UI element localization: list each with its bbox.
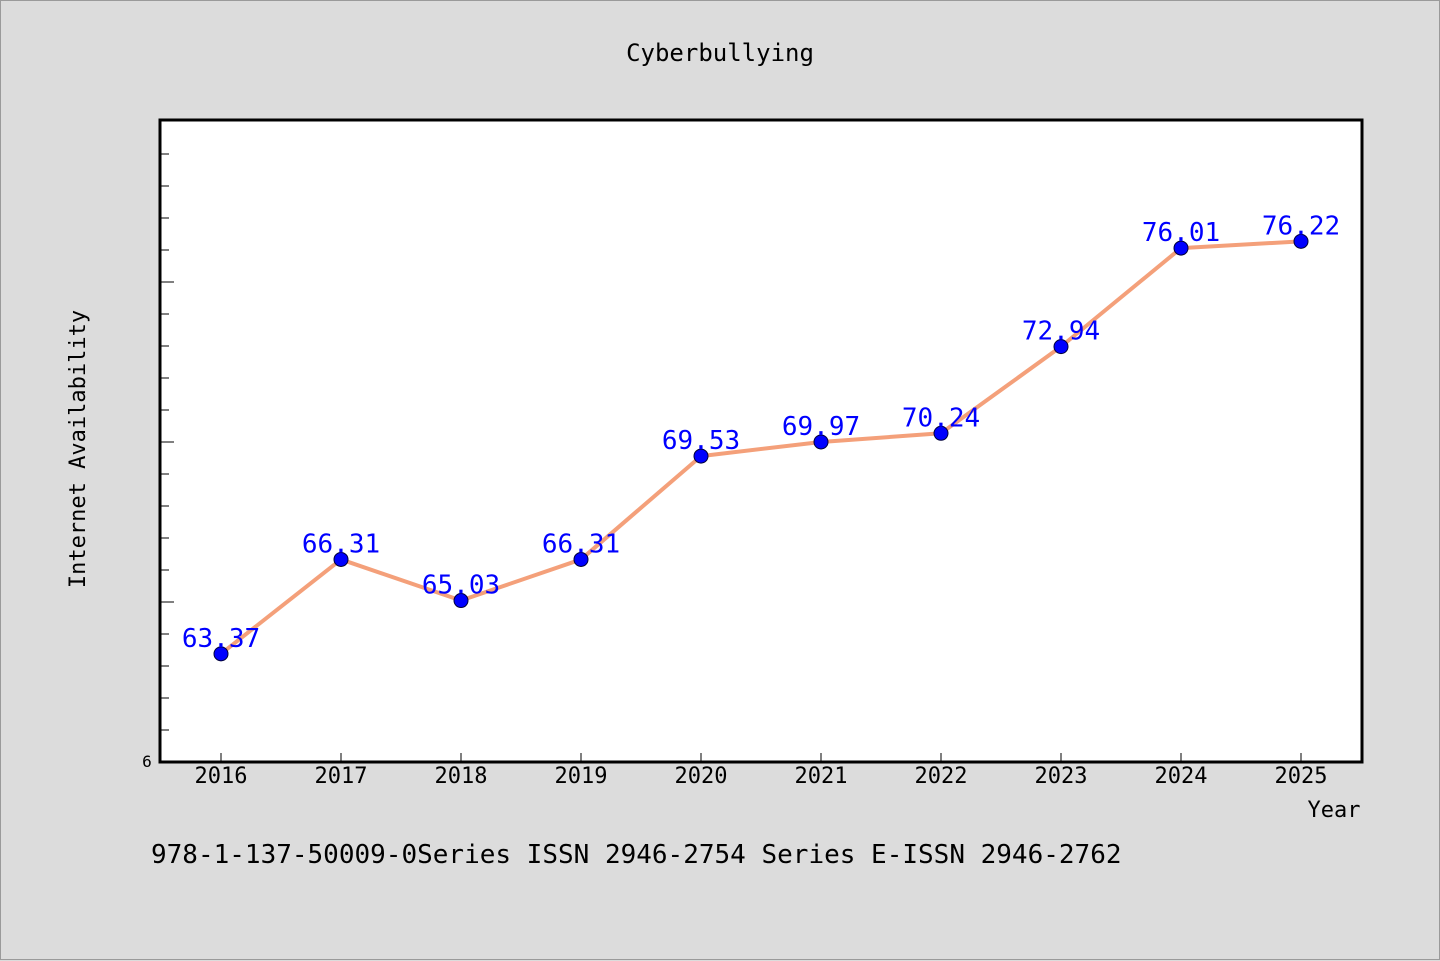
data-point — [213, 646, 229, 662]
y-axis-label: Internet Availability — [66, 310, 91, 588]
x-tick-label: 2016 — [195, 764, 248, 789]
data-label: 66.31 — [542, 529, 620, 559]
series-line — [219, 239, 1302, 656]
series-layer: 63.37 66.31 65.03 66.31 69.53 69.97 70.24 72.94… — [182, 211, 1340, 662]
y-axis-ticks — [160, 153, 174, 763]
data-label: 69.97 — [782, 412, 860, 442]
x-tick-label: 2019 — [555, 764, 608, 789]
data-point — [573, 551, 589, 567]
data-label: 76.01 — [1142, 218, 1220, 248]
data-point — [1173, 240, 1189, 256]
x-axis-ticks: 2016 2017 2018 2019 2020 2021 2022 2023 2024 2025 — [195, 753, 1328, 789]
x-tick-label: 2021 — [795, 764, 848, 789]
x-tick-label: 2017 — [315, 764, 368, 789]
chart-title: Cyberbullying — [626, 39, 814, 67]
data-label: 66.31 — [302, 529, 380, 559]
data-label: 65.03 — [422, 571, 500, 601]
data-point — [1053, 339, 1069, 355]
data-label: 72.94 — [1022, 317, 1100, 347]
data-label: 70.24 — [902, 403, 980, 433]
data-point — [933, 425, 949, 441]
x-tick-label: 2020 — [675, 764, 728, 789]
y-tick-label: 6 — [142, 752, 152, 771]
x-tick-label: 2024 — [1155, 764, 1208, 789]
x-tick-label: 2018 — [435, 764, 488, 789]
data-point — [333, 551, 349, 567]
data-label: 69.53 — [662, 426, 740, 456]
x-axis-label: Year — [1308, 798, 1361, 823]
plot-area — [158, 118, 1364, 764]
data-point — [693, 448, 709, 464]
x-tick-label: 2023 — [1035, 764, 1088, 789]
data-point — [1293, 233, 1309, 249]
data-label: 63.37 — [182, 624, 260, 654]
data-point — [813, 434, 829, 450]
data-point — [453, 593, 469, 609]
data-label: 76.22 — [1262, 211, 1340, 241]
x-tick-label: 2022 — [915, 764, 968, 789]
x-tick-label: 2025 — [1275, 764, 1328, 789]
footer-text: 978-1-137-50009-0Series ISSN 2946-2754 S… — [151, 840, 1122, 870]
